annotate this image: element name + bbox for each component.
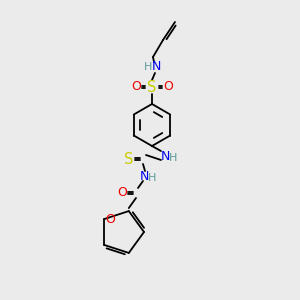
Text: N: N [151, 61, 161, 74]
Text: O: O [117, 187, 127, 200]
Text: O: O [105, 213, 115, 226]
Text: H: H [169, 153, 177, 163]
Text: H: H [144, 62, 152, 72]
Text: N: N [139, 169, 149, 182]
Text: H: H [148, 173, 156, 183]
Text: O: O [131, 80, 141, 94]
Text: N: N [160, 149, 170, 163]
Text: S: S [147, 80, 157, 94]
Text: O: O [163, 80, 173, 94]
Text: S: S [124, 152, 134, 166]
